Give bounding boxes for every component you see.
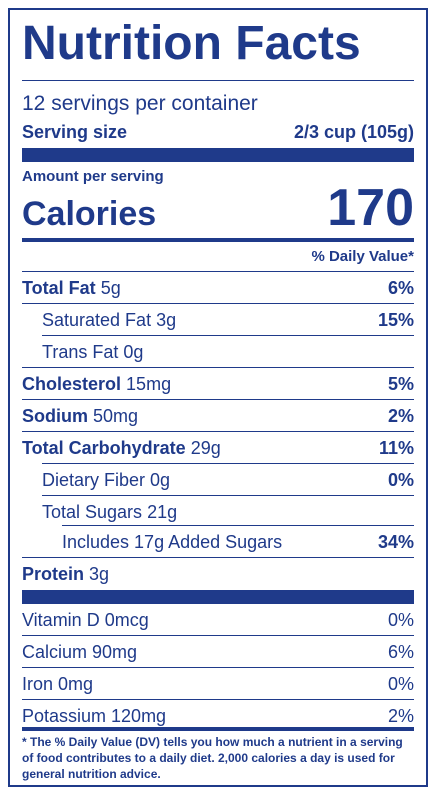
vitamin-name: Iron 0mg	[22, 673, 94, 694]
nutrient-dv: 34%	[377, 531, 414, 552]
nutrient-row-total-fat: Total Fat 5g 6%	[22, 273, 414, 303]
divider	[22, 667, 414, 668]
divider	[62, 525, 414, 526]
nutrient-name: Trans Fat	[42, 341, 119, 362]
nutrient-row-dietary-fiber: Dietary Fiber 0g 0%	[22, 465, 414, 495]
nutrient-name: Dietary Fiber	[42, 469, 146, 490]
servings-per-container: 12 servings per container	[22, 92, 258, 115]
nutrition-label-content: Nutrition Facts 12 servings per containe…	[22, 10, 414, 785]
divider	[22, 699, 414, 700]
nutrient-name: Total Fat	[22, 277, 96, 298]
nutrient-amount: 50mg	[93, 405, 139, 426]
nutrient-row-saturated-fat: Saturated Fat 3g 15%	[22, 305, 414, 335]
vitamin-row-iron: Iron 0mg 0%	[22, 669, 414, 699]
nutrient-amount: 3g	[89, 563, 110, 584]
calories-value: 170	[327, 179, 414, 237]
nutrient-name: Cholesterol	[22, 373, 122, 394]
divider	[22, 557, 414, 558]
divider	[22, 635, 414, 636]
nutrient-dv: 15%	[377, 309, 414, 330]
thick-divider	[22, 148, 414, 162]
divider	[22, 431, 414, 432]
divider	[22, 367, 414, 368]
nutrient-amount: 0g	[150, 469, 171, 490]
calories-row: Calories 170	[22, 182, 414, 234]
label-title: Nutrition Facts	[22, 17, 361, 70]
divider	[22, 271, 414, 272]
divider	[22, 399, 414, 400]
divider	[42, 495, 414, 496]
vitamin-dv: 6%	[387, 641, 414, 662]
vitamin-row-vitamin-d: Vitamin D 0mcg 0%	[22, 605, 414, 635]
vitamin-name: Potassium 120mg	[22, 705, 167, 726]
medium-divider	[22, 727, 414, 731]
nutrient-row-protein: Protein 3g	[22, 559, 414, 589]
calories-label: Calories	[22, 195, 157, 233]
nutrient-amount: 15mg	[126, 373, 172, 394]
divider	[42, 335, 414, 336]
divider	[42, 463, 414, 464]
divider	[22, 303, 414, 304]
vitamin-name: Calcium 90mg	[22, 641, 138, 662]
nutrient-row-total-carbohydrate: Total Carbohydrate 29g 11%	[22, 433, 414, 463]
nutrient-dv: 5%	[387, 373, 414, 394]
nutrient-name: Sodium	[22, 405, 88, 426]
vitamin-dv: 0%	[387, 673, 414, 694]
medium-divider	[22, 238, 414, 242]
nutrient-name: Total Sugars	[42, 501, 143, 522]
daily-value-footnote: * The % Daily Value (DV) tells you how m…	[22, 735, 403, 782]
thick-divider	[22, 590, 414, 604]
nutrition-label: Nutrition Facts 12 servings per containe…	[8, 8, 428, 787]
nutrient-dv: 6%	[387, 277, 414, 298]
nutrient-dv: 2%	[387, 405, 414, 426]
nutrient-name: Total Carbohydrate	[22, 437, 186, 458]
amount-per-serving: Amount per serving	[22, 168, 164, 185]
nutrient-dv: 0%	[387, 469, 414, 490]
serving-size-value: 2/3 cup (105g)	[293, 122, 414, 142]
nutrient-dv: 11%	[378, 437, 414, 458]
nutrient-amount: 3g	[156, 309, 177, 330]
nutrient-amount: 21g	[147, 501, 178, 522]
nutrient-amount: 0g	[123, 341, 144, 362]
serving-size-label: Serving size	[22, 122, 128, 142]
nutrient-row-trans-fat: Trans Fat 0g	[22, 337, 414, 367]
vitamin-dv: 0%	[387, 609, 414, 630]
daily-value-header: % Daily Value*	[311, 248, 414, 265]
serving-size-row: Serving size 2/3 cup (105g)	[22, 122, 414, 143]
nutrient-amount: 5g	[100, 277, 121, 298]
vitamin-row-potassium: Potassium 120mg 2%	[22, 701, 414, 731]
nutrient-row-total-sugars: Total Sugars 21g	[22, 497, 414, 527]
nutrient-row-sodium: Sodium 50mg 2%	[22, 401, 414, 431]
nutrient-name: Saturated Fat	[42, 309, 152, 330]
nutrient-name: Protein	[22, 563, 85, 584]
nutrient-amount: 29g	[190, 437, 221, 458]
nutrient-row-cholesterol: Cholesterol 15mg 5%	[22, 369, 414, 399]
vitamin-row-calcium: Calcium 90mg 6%	[22, 637, 414, 667]
nutrient-row-added-sugars: Includes 17g Added Sugars 34%	[22, 527, 414, 557]
vitamin-name: Vitamin D 0mcg	[22, 609, 149, 630]
divider	[22, 80, 414, 81]
nutrient-name: Includes 17g Added Sugars	[62, 531, 283, 552]
vitamin-dv: 2%	[387, 705, 414, 726]
